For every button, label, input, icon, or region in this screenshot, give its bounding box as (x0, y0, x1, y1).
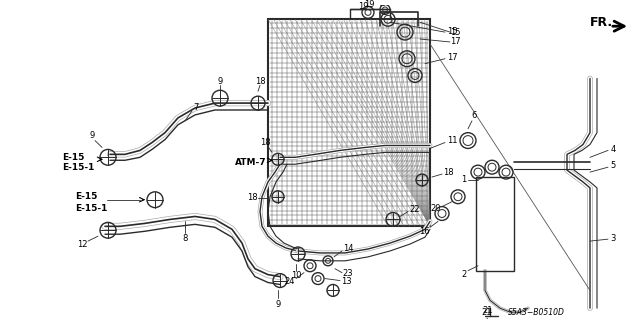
Text: 9: 9 (90, 131, 95, 140)
Text: 8: 8 (182, 234, 188, 243)
Text: 22: 22 (410, 205, 420, 214)
Text: 13: 13 (340, 277, 351, 286)
Text: 23: 23 (342, 269, 353, 278)
Text: 21: 21 (483, 306, 493, 315)
Text: 18: 18 (443, 167, 453, 177)
Text: E-15: E-15 (75, 192, 97, 201)
Text: 20: 20 (431, 204, 441, 213)
Text: 4: 4 (611, 145, 616, 154)
Text: ATM-7: ATM-7 (235, 158, 267, 167)
Text: 2: 2 (461, 270, 467, 279)
Text: 6: 6 (471, 111, 477, 120)
Text: 18: 18 (260, 138, 270, 147)
Text: 18: 18 (255, 77, 266, 86)
Text: 3: 3 (611, 234, 616, 243)
Text: 18: 18 (246, 193, 257, 202)
Bar (268, 19, 430, 226)
Text: 19: 19 (358, 2, 368, 11)
Text: FR.: FR. (590, 16, 613, 29)
Bar (476, 177, 514, 271)
Text: S5A3−B0510D: S5A3−B0510D (508, 308, 565, 316)
Text: 21: 21 (482, 308, 492, 316)
Text: 9: 9 (218, 77, 223, 86)
Text: 15: 15 (450, 28, 460, 37)
Text: E-15: E-15 (62, 153, 84, 162)
Text: 15: 15 (447, 26, 457, 36)
Text: 12: 12 (77, 240, 87, 249)
Text: 19: 19 (365, 0, 375, 9)
Text: 17: 17 (447, 53, 458, 62)
Text: 17: 17 (450, 37, 460, 47)
Text: 10: 10 (291, 271, 301, 280)
Text: 1: 1 (461, 175, 467, 184)
Text: 11: 11 (447, 136, 457, 145)
Text: E-15-1: E-15-1 (62, 163, 94, 172)
Text: E-15-1: E-15-1 (75, 204, 108, 213)
Text: 9: 9 (275, 300, 280, 309)
Text: 16: 16 (419, 227, 429, 236)
Text: 7: 7 (193, 102, 198, 112)
Text: 5: 5 (611, 161, 616, 170)
Text: 24: 24 (285, 277, 295, 286)
Text: 14: 14 (343, 243, 353, 253)
